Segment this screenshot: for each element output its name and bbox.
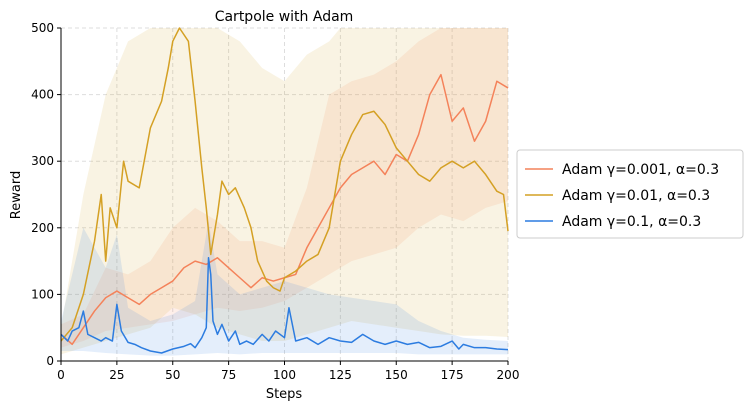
series-3-band — [61, 221, 508, 356]
y-tick-label: 400 — [31, 88, 54, 102]
x-tick-label: 100 — [273, 368, 296, 382]
legend-label-1: Adam γ=0.001, α=0.3 — [562, 162, 719, 178]
x-tick-label: 200 — [497, 368, 520, 382]
x-tick-label: 125 — [329, 368, 352, 382]
series-1-band — [61, 28, 508, 348]
legend-label-3: Adam γ=0.1, α=0.3 — [562, 214, 701, 230]
y-tick-label: 200 — [31, 221, 54, 235]
x-tick-label: 75 — [221, 368, 236, 382]
confidence-bands — [61, 28, 508, 356]
y-tick-label: 500 — [31, 21, 54, 35]
tick-labels: 0 25 50 75 100 125 150 175 200 0 100 200 300 400 500 — [31, 21, 519, 382]
x-tick-label: 50 — [165, 368, 180, 382]
grid — [61, 27, 509, 361]
legend-label-2: Adam γ=0.01, α=0.3 — [562, 188, 710, 204]
y-tick-label: 300 — [31, 154, 54, 168]
legend: Adam γ=0.001, α=0.3 Adam γ=0.01, α=0.3 Ada… — [516, 149, 744, 239]
x-tick-label: 150 — [385, 368, 408, 382]
x-tick-label: 175 — [441, 368, 464, 382]
x-axis-label: Steps — [266, 387, 303, 402]
series-lines — [60, 27, 509, 354]
x-tick-label: 0 — [57, 368, 65, 382]
y-tick-label: 0 — [46, 354, 54, 368]
y-axis-label: Reward — [9, 171, 24, 219]
chart-title: Cartpole with Adam — [215, 9, 354, 25]
series-3-line — [60, 257, 509, 354]
series-2-line — [60, 27, 509, 342]
legend-box — [516, 149, 744, 239]
y-tick-label: 100 — [31, 287, 54, 301]
x-tick-label: 25 — [109, 368, 124, 382]
series-2-band — [61, 28, 508, 355]
